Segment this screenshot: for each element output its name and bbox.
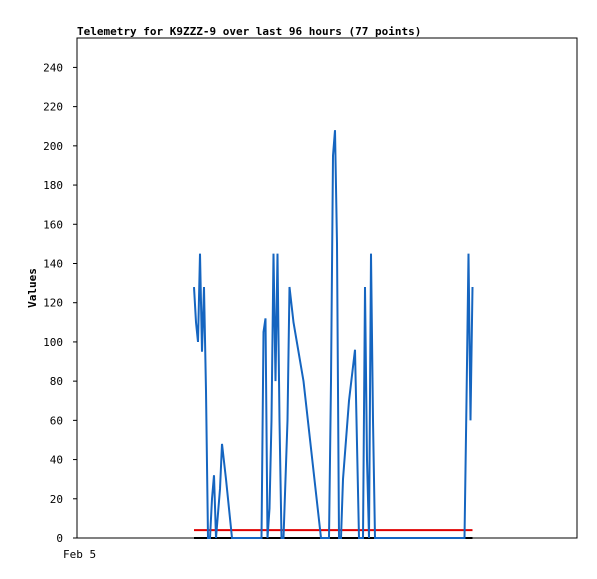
y-tick-label: 60 xyxy=(50,414,63,427)
y-tick-label: 220 xyxy=(43,101,63,114)
y-tick-label: 240 xyxy=(43,61,63,74)
chart-title: Telemetry for K9ZZZ-9 over last 96 hours… xyxy=(77,25,421,38)
y-tick-label: 160 xyxy=(43,218,63,231)
plot-frame xyxy=(76,37,578,539)
y-tick-label: 0 xyxy=(56,532,63,545)
y-axis: 0 20 40 60 80 100 120 140 160 180 200 220 240 xyxy=(43,61,77,545)
y-tick-label: 80 xyxy=(50,375,63,388)
x-tick-label: Feb 5 xyxy=(63,548,96,561)
series-1-line xyxy=(193,130,474,539)
y-tick-label: 40 xyxy=(50,454,63,467)
y-tick-label: 180 xyxy=(43,179,63,192)
series-layer xyxy=(193,130,474,539)
y-tick-label: 120 xyxy=(43,297,63,310)
y-tick-label: 20 xyxy=(50,493,63,506)
y-axis-label: Values xyxy=(26,268,39,308)
y-tick-label: 140 xyxy=(43,257,63,270)
x-axis: Feb 5 xyxy=(63,548,96,561)
y-tick-label: 200 xyxy=(43,140,63,153)
y-tick-label: 100 xyxy=(43,336,63,349)
